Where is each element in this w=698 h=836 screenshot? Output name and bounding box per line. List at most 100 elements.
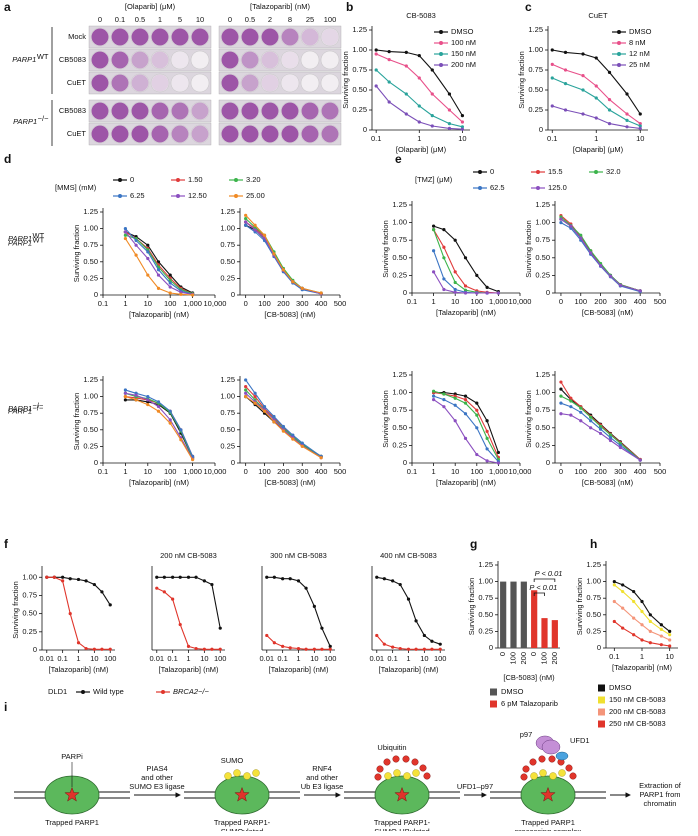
y-tick-label: 0.25 [392,270,407,279]
series-line [552,49,641,115]
x-tick-label: 400 [634,467,647,476]
bar [541,618,548,648]
data-point [581,112,585,116]
data-point [460,125,465,129]
well-stain [151,28,169,46]
well-bg [280,50,300,70]
y-tick-label: 0 [231,458,235,467]
x-tick-label: 0.01 [149,654,164,663]
data-point [463,256,468,260]
series-line [245,379,322,457]
data-point [179,438,183,442]
data-point [61,575,65,579]
data-point [288,577,292,581]
legend-label: DMSO [609,683,632,692]
data-point [291,280,295,284]
gene-label: PARP1 [8,404,32,413]
sumo [403,772,411,780]
data-point [76,577,81,582]
y-tick-label: 1.00 [22,572,37,581]
well-stain [131,28,149,46]
data-point [569,399,573,403]
parpi-star [234,786,250,802]
ubiquitin [392,755,400,763]
well-bg [300,50,320,70]
x-tick-label: 100 [104,654,117,663]
data-point [179,428,183,432]
data-point [244,385,248,389]
data-point [374,48,378,52]
legend-label: 6.25 [130,191,145,200]
data-point [253,391,257,395]
data-point [146,250,150,254]
well-stain [171,74,189,92]
y-tick-label: 0.50 [586,610,601,619]
ubiquitin [402,755,410,763]
x-axis-label: [Talazoparib] (nM) [129,310,190,319]
data-point [607,70,612,74]
data-point [659,634,663,638]
data-point [123,227,127,231]
data-point [430,647,434,651]
data-point [123,391,127,395]
data-point [563,82,568,86]
data-point [648,629,652,634]
data-point [550,76,554,80]
data-point [218,647,222,651]
series-line [376,635,441,650]
ubiquitin [411,758,419,766]
data-point [569,224,573,228]
legend-dot [478,186,482,190]
data-point [108,647,112,651]
y-tick-label: 0.25 [535,270,550,279]
data-point [156,286,161,290]
data-point [460,120,465,124]
data-point [156,260,161,264]
data-point [607,98,612,102]
stage-caption: Trapped PARP1- [214,818,271,827]
series-line [245,386,322,457]
y-tick-label: 0.50 [535,423,550,432]
parpi-star [64,786,80,802]
legend-label: 150 nM [451,49,476,58]
data-point [155,586,159,590]
data-point [612,599,616,604]
data-point [319,291,323,295]
plate-column: 8 [288,15,292,24]
x-tick-label: 200 [277,467,290,476]
bracket [533,592,545,596]
y-axis-label: Surviving fraction [11,581,20,639]
data-point [648,619,652,624]
legend-label: 100 nM [451,38,476,47]
step-label: Ub E3 ligase [301,782,344,791]
series-line [560,218,641,292]
data-point [414,619,418,623]
x-tick-label: 0.1 [547,134,557,143]
legend-label: 125.0 [548,183,567,192]
x-tick-label: 200 [550,652,559,665]
well-bg [260,73,280,93]
legend-dot [439,41,443,45]
x-tick-label: 100 [258,299,271,308]
data-point [432,398,436,402]
y-axis-label: Surviving fraction [72,393,81,451]
y-tick-label: 1.25 [352,25,367,34]
series-line [433,392,499,453]
data-point [272,414,276,419]
plate-row: CuET [67,78,87,87]
data-point [589,251,593,255]
data-point [442,277,446,281]
series-line [245,389,322,457]
series-line [156,587,221,650]
ubiquitin [419,764,427,772]
x-tick-label: 0.1 [609,652,619,661]
legend-title: DLD1 [48,687,67,696]
data-point [621,606,625,610]
x-tick-label: 10 [310,654,318,663]
step-label: SUMO E3 ligase [129,782,184,791]
panel-label: a [4,0,11,14]
plate-row: Mock [68,32,86,41]
x-axis-label: [CB-5083] (nM) [264,310,316,319]
y-tick-label: 0.50 [392,423,407,432]
y-tick-label: 0.25 [586,626,601,635]
